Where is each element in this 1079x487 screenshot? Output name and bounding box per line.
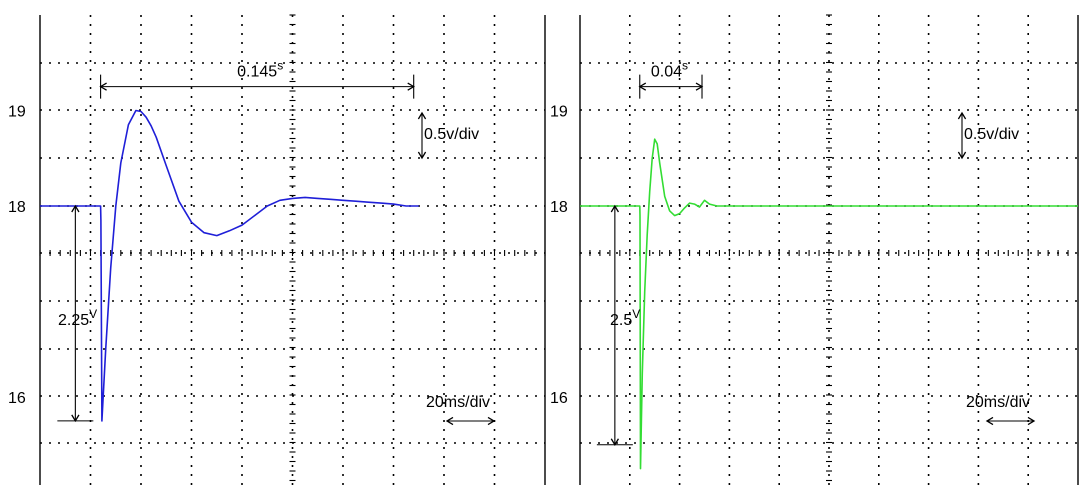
time-span-left-arrow [638,82,647,91]
time-span-label-unit: s [277,59,283,73]
vdiv-label: 0.5v/div [424,126,479,143]
time-span-label: 0.04s [651,59,688,81]
waveform-trace [580,138,1078,470]
vdiv-down-arrow [957,151,967,160]
hdiv-left-arrow [445,416,454,426]
time-span-label: 0.145s [237,59,283,81]
dip-label: 2.25V [58,307,97,329]
y-tick-label: 18 [550,199,568,216]
dip-label: 2.5V [610,307,640,329]
time-span-right-arrow [695,82,704,91]
vdiv-up-arrow [957,111,967,120]
y-tick-label: 19 [8,104,26,121]
dip-label-value: 2.5 [610,312,632,329]
dip-down-arrow [71,414,80,423]
panel-2: 19 18 16 0.04s 0.5v/div 2.5V 20ms/div [550,14,1079,485]
hdiv-label: 20ms/div [426,394,490,411]
waveform-trace [40,109,419,422]
hdiv-left-arrow [985,416,994,426]
dip-up-arrow [71,204,80,213]
vdiv-up-arrow [417,111,427,120]
dip-label-unit: V [89,307,97,321]
dip-down-arrow [610,438,620,447]
y-tick-label: 19 [550,104,568,121]
y-tick-label: 16 [8,390,26,407]
dip-label-value: 2.25 [58,312,89,329]
dip-up-arrow [610,204,620,213]
time-span-right-arrow [407,82,415,91]
dip-label-unit: V [632,307,640,321]
vdiv-down-arrow [417,151,427,160]
time-span-left-arrow [99,82,107,91]
time-span-label-value: 0.04 [651,64,682,81]
hdiv-label: 20ms/div [966,394,1030,411]
time-span-label-value: 0.145 [237,64,277,81]
time-span-label-unit: s [682,59,688,73]
hdiv-right-arrow [487,416,496,426]
y-tick-label: 18 [8,199,26,216]
panel-1: 19 18 16 0.145s 0.5v/div 2.25V 20ms/div [8,14,546,485]
hdiv-right-arrow [1027,416,1036,426]
y-tick-label: 16 [550,390,568,407]
vdiv-label: 0.5v/div [964,126,1019,143]
panels-layer: 1918160.145s0.5v/div2.25V20ms/div1918160… [8,14,1079,485]
